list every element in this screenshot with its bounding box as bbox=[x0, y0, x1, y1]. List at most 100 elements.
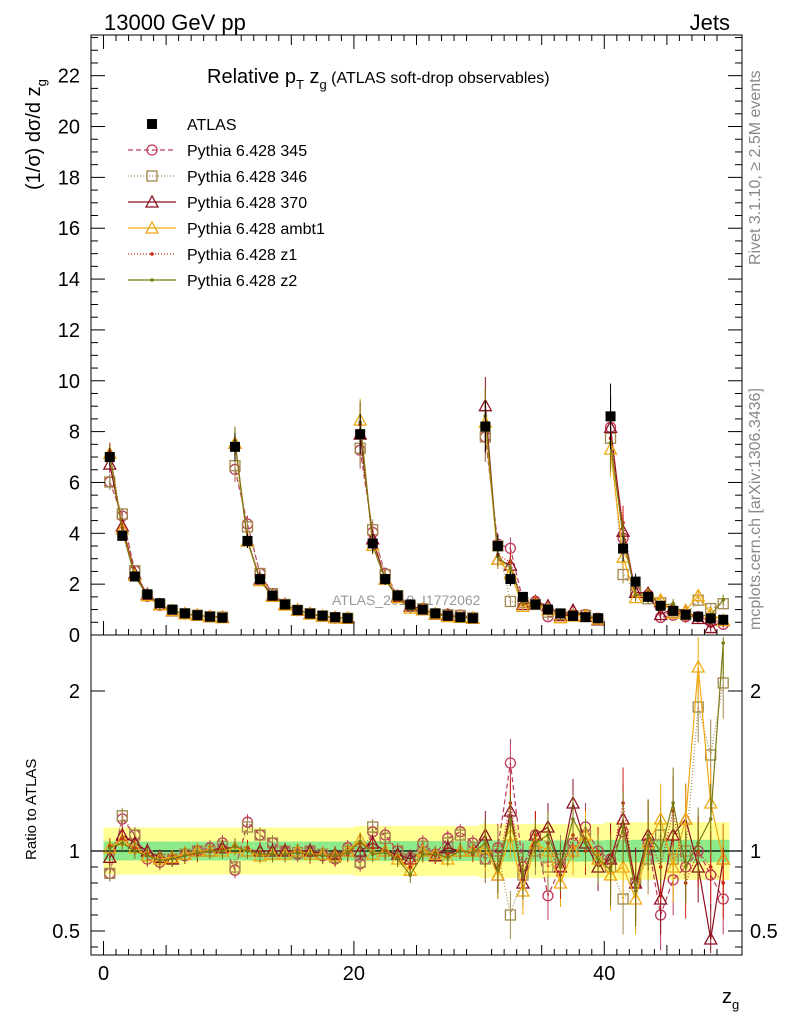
y-tick-label: 10 bbox=[58, 371, 80, 393]
title-suffix: (ATLAS soft-drop observables) bbox=[327, 70, 550, 87]
ratio-point bbox=[583, 841, 588, 845]
ratio-point bbox=[646, 833, 650, 837]
data-point bbox=[580, 612, 591, 623]
data-point bbox=[555, 608, 566, 619]
legend: ATLAS Pythia 6.428 345 Pythia 6.428 346 Pyt… bbox=[128, 117, 325, 290]
ratio-point bbox=[367, 821, 379, 833]
legend-item: ATLAS bbox=[147, 117, 237, 134]
ratio-point bbox=[433, 852, 438, 856]
ratio-point bbox=[183, 854, 187, 858]
data-point bbox=[530, 599, 541, 610]
ratio-point bbox=[666, 859, 681, 873]
data-point bbox=[633, 593, 638, 597]
data-point bbox=[117, 530, 128, 541]
ratio-point bbox=[195, 850, 200, 855]
data-point bbox=[405, 599, 416, 610]
data-point bbox=[380, 574, 391, 585]
data-point bbox=[241, 521, 254, 533]
legend-label: Pythia 6.428 z1 bbox=[187, 247, 297, 264]
ratio-point bbox=[370, 852, 375, 856]
series-line bbox=[109, 481, 223, 618]
ratio-point bbox=[241, 821, 254, 833]
ratio-point bbox=[107, 846, 112, 850]
ratio-point bbox=[508, 817, 513, 821]
y-tick-label: 4 bbox=[69, 523, 80, 545]
legend-item: Pythia 6.428 z1 bbox=[128, 247, 297, 264]
series-line bbox=[609, 442, 724, 618]
y-tick-label: 20 bbox=[58, 117, 80, 139]
legend-item: Pythia 6.428 z2 bbox=[128, 273, 297, 290]
x-tick-label: 0 bbox=[98, 963, 109, 985]
y-tick-label: 6 bbox=[69, 472, 80, 494]
legend-marker bbox=[146, 144, 158, 156]
ratio-point bbox=[353, 843, 368, 857]
series-line bbox=[109, 481, 223, 618]
data-point bbox=[504, 595, 517, 608]
series-line bbox=[359, 448, 473, 619]
ratio-point bbox=[158, 858, 162, 863]
data-point bbox=[618, 543, 629, 554]
title-sub-g: g bbox=[319, 77, 326, 92]
x-label-sub: g bbox=[732, 997, 739, 1012]
y-tick-label: 8 bbox=[69, 422, 80, 444]
ratio-point bbox=[208, 849, 212, 853]
data-point bbox=[467, 613, 478, 624]
series-line bbox=[484, 416, 599, 620]
data-point bbox=[267, 590, 278, 601]
ratio-point bbox=[721, 641, 726, 645]
ratio-point bbox=[233, 844, 237, 848]
ratio-point bbox=[458, 849, 463, 853]
series-line bbox=[609, 438, 724, 624]
data-point bbox=[455, 612, 466, 623]
ratio-axis-label: Ratio to ATLAS bbox=[23, 759, 40, 860]
ratio-point bbox=[229, 861, 241, 873]
ratio-point bbox=[220, 849, 225, 853]
ratio-point bbox=[245, 849, 250, 853]
ratio-point bbox=[708, 817, 713, 821]
data-point bbox=[630, 576, 641, 587]
data-point bbox=[280, 599, 291, 610]
y-tick-label: 12 bbox=[58, 320, 80, 342]
legend-label: Pythia 6.428 346 bbox=[187, 169, 307, 186]
ratio-point bbox=[120, 841, 125, 845]
data-point bbox=[204, 611, 215, 622]
ratio-point bbox=[678, 811, 693, 825]
ratio-point bbox=[521, 873, 525, 877]
data-point bbox=[392, 590, 403, 601]
series-line bbox=[484, 436, 599, 619]
ratio-point bbox=[254, 829, 266, 841]
ratio-point bbox=[383, 850, 388, 855]
ratio-point bbox=[145, 854, 150, 858]
data-point bbox=[430, 608, 441, 619]
mcplots-label: mcplots.cern.ch [arXiv:1306.3436] bbox=[747, 388, 764, 630]
data-point bbox=[492, 541, 503, 552]
x-tick-label: 40 bbox=[593, 963, 615, 985]
ratio-point bbox=[358, 839, 362, 844]
y-tick-label: 16 bbox=[58, 218, 80, 240]
ratio-point bbox=[116, 810, 128, 822]
ratio-tick-label-right: 2 bbox=[750, 681, 761, 703]
ratio-point bbox=[621, 825, 625, 829]
legend-label: Pythia 6.428 345 bbox=[187, 143, 307, 160]
data-point bbox=[653, 607, 668, 621]
data-point bbox=[179, 608, 190, 619]
legend-marker bbox=[147, 119, 157, 129]
series-line bbox=[609, 427, 724, 625]
series-line bbox=[359, 424, 473, 620]
ratio-point bbox=[496, 868, 500, 872]
data-point bbox=[229, 441, 240, 452]
legend-marker bbox=[144, 220, 160, 234]
legend-label: Pythia 6.428 ambt1 bbox=[187, 221, 325, 238]
series-line bbox=[484, 416, 599, 619]
ratio-point bbox=[546, 833, 550, 837]
legend-marker bbox=[150, 252, 154, 256]
data-point bbox=[104, 452, 115, 463]
data-point bbox=[167, 604, 178, 615]
data-point bbox=[142, 589, 153, 600]
ratio-point bbox=[558, 865, 563, 869]
series-line bbox=[359, 420, 473, 619]
ratio-frame bbox=[90, 634, 743, 956]
category-label: Jets bbox=[690, 10, 730, 35]
ratio-point bbox=[454, 829, 466, 841]
